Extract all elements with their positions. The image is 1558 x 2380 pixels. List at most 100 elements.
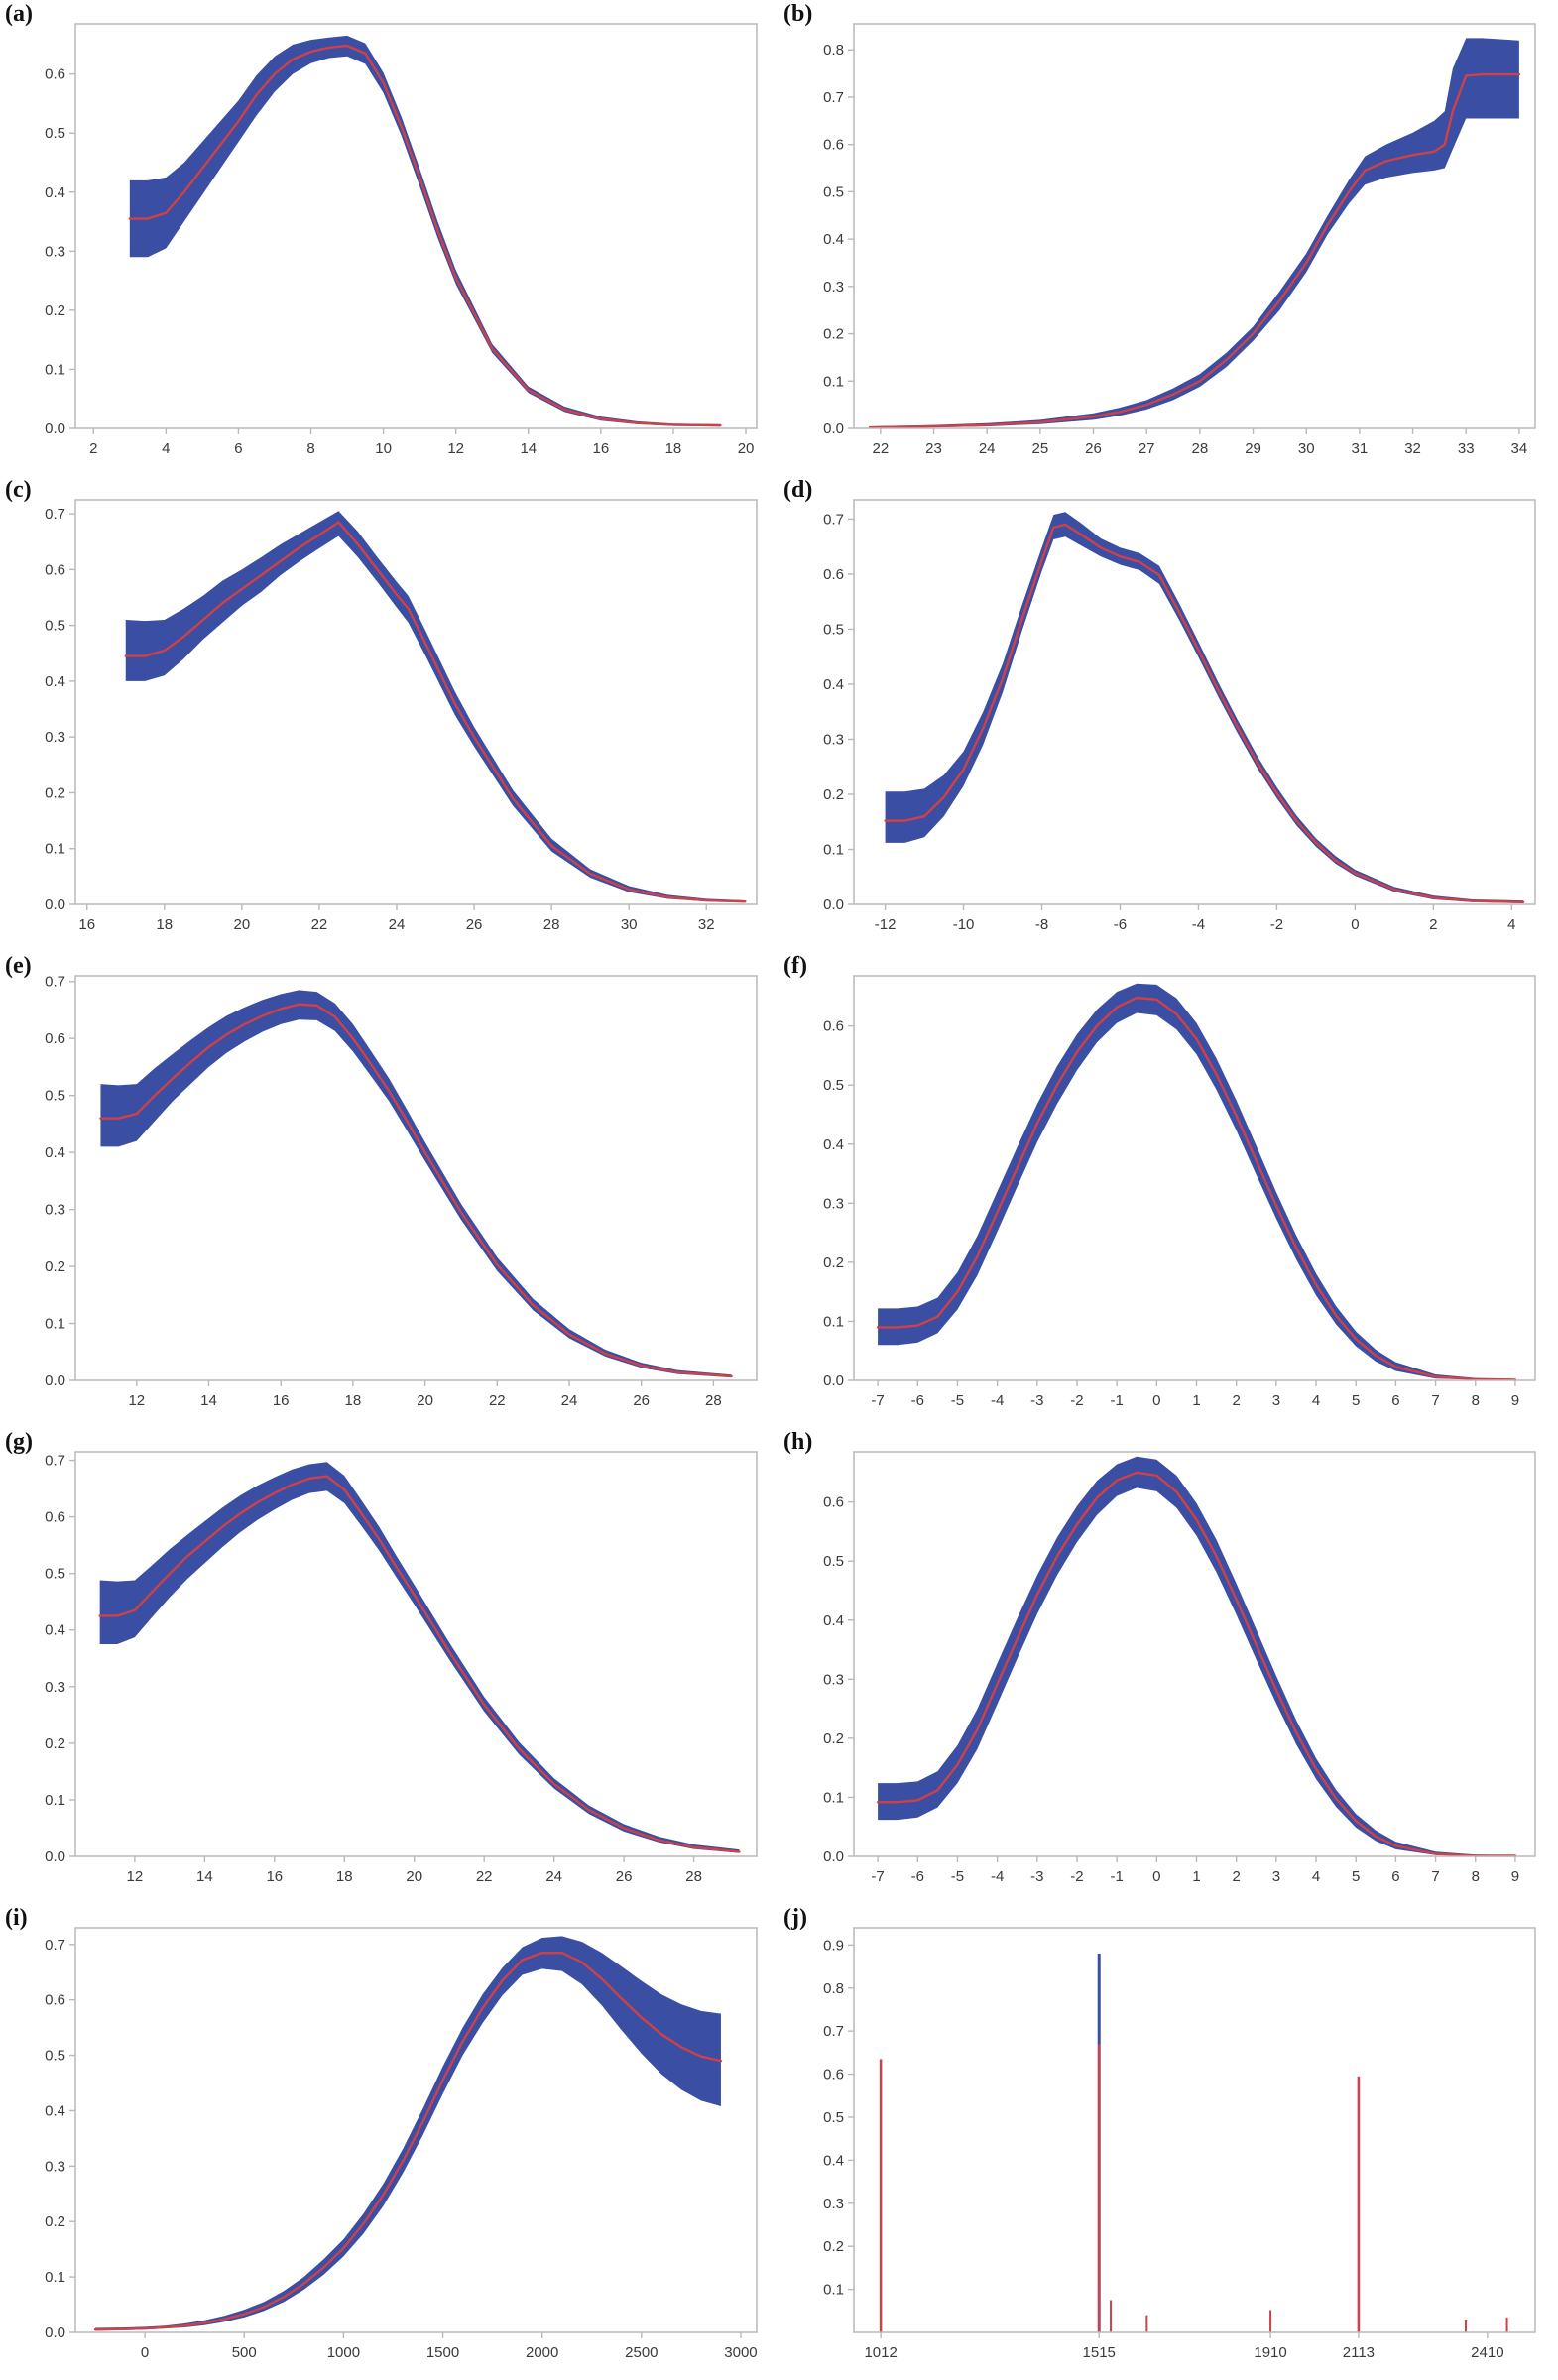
plot-frame <box>853 975 1536 1381</box>
panel-label-d: (d) <box>783 477 813 503</box>
svg-text:0.1: 0.1 <box>823 2282 844 2299</box>
svg-text:14: 14 <box>200 1392 217 1409</box>
svg-text:0.4: 0.4 <box>45 1622 65 1639</box>
svg-text:0.4: 0.4 <box>45 2102 65 2119</box>
svg-text:18: 18 <box>156 916 173 933</box>
svg-text:29: 29 <box>1245 440 1261 457</box>
svg-text:27: 27 <box>1139 440 1155 457</box>
svg-text:3: 3 <box>1272 1868 1280 1885</box>
svg-text:0.4: 0.4 <box>45 184 65 201</box>
svg-text:26: 26 <box>1085 440 1102 457</box>
svg-text:0.5: 0.5 <box>45 2048 65 2065</box>
svg-text:8: 8 <box>1472 1868 1480 1885</box>
svg-text:5: 5 <box>1352 1392 1360 1409</box>
svg-text:0.2: 0.2 <box>823 1254 844 1271</box>
svg-text:-7: -7 <box>871 1868 884 1885</box>
density-line <box>93 1951 723 2331</box>
svg-text:2113: 2113 <box>1343 2344 1375 2361</box>
chart-canvas-b: 22 23 24 25 26 27 28 29 30 31 32 33 34 0.0 0.1 0.2 0.3 0.… <box>779 0 1558 476</box>
svg-text:0.1: 0.1 <box>45 1792 65 1809</box>
svg-text:9: 9 <box>1511 1392 1519 1409</box>
svg-text:1: 1 <box>1192 1868 1200 1885</box>
svg-text:18: 18 <box>345 1392 362 1409</box>
chart-svg: 0 500 1000 1500 2000 2500 3000 0.0 0.1 0.2 0.3 0.4 0… <box>45 1927 758 2361</box>
panel-j: (j) 1012 1515 1910 2113 2410 0.1 0.2 0.3 0.4 0.5 0… <box>779 1904 1558 2380</box>
svg-text:0.4: 0.4 <box>823 676 844 693</box>
svg-text:0.5: 0.5 <box>823 2109 844 2126</box>
svg-text:20: 20 <box>417 1392 433 1409</box>
confidence-band <box>878 1456 1515 1856</box>
panel-label-a: (a) <box>5 1 33 27</box>
svg-text:0.5: 0.5 <box>823 1553 844 1570</box>
svg-text:25: 25 <box>1032 440 1049 457</box>
svg-text:30: 30 <box>621 916 638 933</box>
panel-i: (i) 0 500 1000 1500 2000 2500 3000 0.0 0.1 0.2 0.3… <box>0 1904 779 2380</box>
axis-ticks: -7 -6 -5 -4 -3 -2 -1 0 1 2 3 4 5 6 7 8 9 0.0 0.1 0.2 0.3 0.4 0… <box>823 1018 1519 1409</box>
svg-text:0.7: 0.7 <box>45 506 65 523</box>
svg-text:0.7: 0.7 <box>45 974 65 991</box>
svg-text:7: 7 <box>1431 1868 1439 1885</box>
svg-text:16: 16 <box>593 440 610 457</box>
svg-text:0.3: 0.3 <box>823 731 844 748</box>
svg-text:0.5: 0.5 <box>45 1088 65 1105</box>
chart-svg: 1012 1515 1910 2113 2410 0.1 0.2 0.3 0.4 0.5 0.6 0.… <box>823 1927 1536 2361</box>
svg-text:0.6: 0.6 <box>45 1509 65 1526</box>
svg-text:-2: -2 <box>1070 1868 1083 1885</box>
svg-text:0.4: 0.4 <box>45 1144 65 1161</box>
svg-text:-8: -8 <box>1035 916 1048 933</box>
svg-text:1910: 1910 <box>1254 2344 1286 2361</box>
svg-text:10: 10 <box>375 440 392 457</box>
svg-text:32: 32 <box>698 916 715 933</box>
axis-ticks: -12 -10 -8 -6 -4 -2 0 2 4 0.0 0.1 0.2 0.3 0.4 0.5 0.6 0.… <box>823 511 1515 933</box>
confidence-band <box>885 512 1524 903</box>
svg-text:0.0: 0.0 <box>45 896 65 913</box>
svg-text:0.4: 0.4 <box>823 1612 844 1629</box>
svg-text:0.6: 0.6 <box>823 137 844 154</box>
axis-ticks: 22 23 24 25 26 27 28 29 30 31 32 33 34 0.0 0.1 0.2 0.3 0.… <box>823 42 1527 457</box>
svg-text:0.6: 0.6 <box>45 1030 65 1047</box>
svg-text:0.3: 0.3 <box>45 729 65 746</box>
axis-ticks: 12 14 16 18 20 22 24 26 28 0.0 0.1 0.2 0.3 0.4 0.5 0.6 0… <box>45 974 722 1409</box>
svg-text:0.1: 0.1 <box>823 1789 844 1806</box>
svg-text:16: 16 <box>266 1868 283 1885</box>
panel-label-i: (i) <box>5 1905 28 1931</box>
panel-a: (a) 2 4 6 8 10 12 14 16 18 20 0.0 0.1 0.2 0.3 0.4 0.5 0.… <box>0 0 779 476</box>
svg-text:-3: -3 <box>1030 1868 1043 1885</box>
panel-d: (d) -12 -10 -8 -6 -4 -2 0 2 4 0.0 0.1 0.2 0.3 0.4 0.5 0… <box>779 476 1558 952</box>
density-line <box>98 1475 741 1853</box>
svg-text:26: 26 <box>616 1868 633 1885</box>
spike-series <box>879 1954 1508 2332</box>
chart-svg: 16 18 20 22 24 26 28 30 32 0.0 0.1 0.2 0.3 0.4 0.5 0.6 0… <box>45 499 758 933</box>
svg-text:22: 22 <box>311 916 328 933</box>
svg-text:1515: 1515 <box>1083 2344 1116 2361</box>
svg-text:7: 7 <box>1431 1392 1439 1409</box>
svg-text:-2: -2 <box>1270 916 1283 933</box>
svg-text:-6: -6 <box>911 1868 924 1885</box>
confidence-band <box>95 1936 721 2331</box>
chart-canvas-d: -12 -10 -8 -6 -4 -2 0 2 4 0.0 0.1 0.2 0.3 0.4 0.5 0.6 0.… <box>779 476 1558 952</box>
chart-svg: 12 14 16 18 20 22 24 26 28 0.0 0.1 0.2 0.3 0.4 0.5 0.6 0… <box>45 974 758 1409</box>
svg-text:0.1: 0.1 <box>823 841 844 858</box>
svg-text:12: 12 <box>127 1868 144 1885</box>
chart-canvas-g: 12 14 16 18 20 22 24 26 28 0.0 0.1 0.2 0.3 0.4 0.5 0.6 0… <box>0 1428 779 1904</box>
svg-text:0.1: 0.1 <box>823 373 844 390</box>
confidence-band <box>129 35 721 427</box>
svg-text:0.6: 0.6 <box>823 566 844 583</box>
svg-text:16: 16 <box>273 1392 290 1409</box>
axis-ticks: 12 14 16 18 20 22 24 26 28 0.0 0.1 0.2 0.3 0.4 0.5 0.6 0… <box>45 1453 702 1885</box>
svg-text:26: 26 <box>466 916 483 933</box>
plot-frame <box>853 1927 1536 2333</box>
svg-text:0.7: 0.7 <box>45 1937 65 1954</box>
panel-b: (b) 22 23 24 25 26 27 28 29 30 31 32 33 34 0.0 0.1 0.2 0… <box>779 0 1558 476</box>
svg-text:500: 500 <box>232 2344 257 2361</box>
svg-text:0.1: 0.1 <box>45 361 65 378</box>
svg-text:8: 8 <box>306 440 314 457</box>
svg-text:32: 32 <box>1404 440 1421 457</box>
svg-text:9: 9 <box>1511 1868 1519 1885</box>
svg-text:-2: -2 <box>1070 1392 1083 1409</box>
svg-text:0.5: 0.5 <box>823 1077 844 1094</box>
svg-text:0.0: 0.0 <box>823 1848 844 1865</box>
density-line <box>876 996 1517 1381</box>
panel-c: (c) 16 18 20 22 24 26 28 30 32 0.0 0.1 0.2 0.3 0.4 0.5… <box>0 476 779 952</box>
chart-canvas-a: 2 4 6 8 10 12 14 16 18 20 0.0 0.1 0.2 0.3 0.4 0.5 0.6 <box>0 0 779 476</box>
